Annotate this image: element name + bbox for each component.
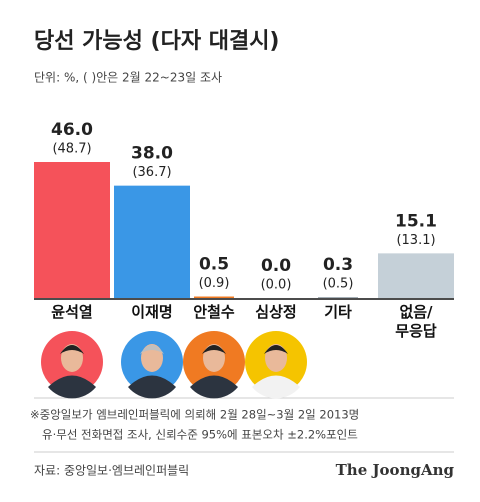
value-label: 15.1 — [395, 211, 437, 231]
photo-hair — [60, 345, 84, 354]
bar — [114, 185, 190, 298]
chart-title: 당선 가능성 (다자 대결시) — [34, 29, 280, 54]
photo-face — [61, 344, 83, 372]
chart-subtitle: 단위: %, ( )안은 2월 22~23일 조사 — [34, 71, 222, 85]
bar — [34, 162, 110, 298]
note: 유·무선 전화면접 조사, 신뢰수준 95%에 표본오차 ±2.2%포인트 — [42, 428, 358, 442]
photo-hair — [264, 345, 288, 354]
photo-body — [128, 375, 176, 399]
category-label: 기타 — [324, 303, 352, 321]
photo-face — [265, 344, 287, 372]
photo-hair — [140, 345, 164, 354]
category-label: 심상정 — [255, 303, 297, 321]
photo-body — [48, 375, 96, 399]
previous-value-label: (0.0) — [261, 278, 292, 293]
previous-value-label: (48.7) — [52, 142, 91, 157]
bar — [318, 297, 358, 298]
value-label: 0.0 — [261, 256, 291, 276]
photo-body — [252, 375, 300, 399]
value-label: 38.0 — [131, 144, 173, 164]
previous-value-label: (13.1) — [396, 233, 435, 248]
value-label: 0.3 — [323, 255, 353, 275]
value-label: 46.0 — [51, 120, 93, 140]
previous-value-label: (0.9) — [199, 276, 230, 291]
category-label: 윤석열 — [51, 303, 93, 321]
category-label: 없음/ 무응답 — [395, 303, 437, 340]
previous-value-label: (0.5) — [323, 277, 354, 292]
photo-body — [190, 375, 238, 399]
bar — [194, 296, 234, 298]
source: 자료: 중앙일보·엠브레인퍼블릭 — [34, 464, 189, 478]
category-label: 안철수 — [193, 303, 235, 321]
bar — [378, 253, 454, 298]
previous-value-label: (36.7) — [132, 165, 171, 180]
value-label: 0.5 — [199, 255, 229, 275]
note: ※중앙일보가 엠브레인퍼블릭에 의뢰해 2월 28일~3월 2일 2013명 — [30, 408, 359, 422]
brand: The JoongAng — [336, 461, 455, 479]
photo-face — [203, 344, 225, 372]
category-label: 이재명 — [131, 303, 173, 321]
photo-face — [141, 344, 163, 372]
photo-hair — [202, 345, 226, 354]
